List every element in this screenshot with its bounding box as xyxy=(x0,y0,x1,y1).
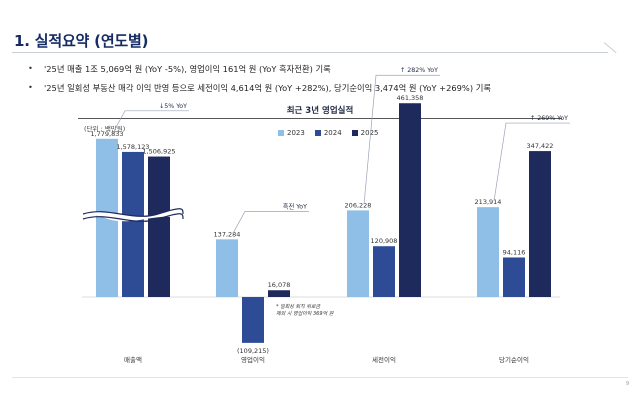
yoy-label-0: ↓5% YoY xyxy=(159,103,187,110)
yoy-callout-line-3 xyxy=(493,122,570,202)
summary-bullet-1: '25년 매출 1조 5,069억 원 (YoY -5%), 영업이익 161억… xyxy=(28,63,491,75)
data-label-2025-0: 1,506,925 xyxy=(142,148,175,156)
yoy-label-3: ↑ 269% YoY xyxy=(530,115,568,122)
yoy-callout-line-2 xyxy=(363,74,440,205)
bar-2024-0 xyxy=(122,151,144,297)
legend-item-2025: 2025 xyxy=(351,129,379,137)
chart-legend: 2023 2024 2025 xyxy=(278,129,378,137)
title-divider xyxy=(12,52,608,53)
legend-item-2024: 2024 xyxy=(314,129,342,137)
summary-bullet-2: '25년 일회성 부동산 매각 이익 반영 등으로 세전이익 4,614억 원 … xyxy=(28,82,491,94)
bar-2025-2 xyxy=(399,103,421,297)
data-label-2023-3: 213,914 xyxy=(475,198,502,206)
axis-break-line-top xyxy=(82,208,184,217)
legend-item-2023: 2023 xyxy=(278,129,305,137)
data-label-2023-0: 1,779,833 xyxy=(90,130,123,138)
yoy-label-2: ↑ 282% YoY xyxy=(400,67,438,74)
footnote-line-0: * 일회성 퇴직 위로금 xyxy=(276,303,320,310)
legend-label-2024: 2024 xyxy=(323,129,342,137)
data-label-2025-2: 461,358 xyxy=(397,94,424,102)
axis-break-line-bottom xyxy=(82,213,184,222)
footnote-line-1: 제외 시 영업이익 369억 원 xyxy=(276,310,334,317)
data-label-2025-3: 347,422 xyxy=(527,142,554,150)
category-label-2: 세전이익 xyxy=(372,355,396,364)
yoy-callout-line-1 xyxy=(232,210,309,234)
footer-divider xyxy=(12,377,628,378)
summary-bullets: '25년 매출 1조 5,069억 원 (YoY -5%), 영업이익 161억… xyxy=(28,63,491,101)
legend-swatch-2024 xyxy=(314,130,321,136)
chart-unit-label: (단위 : 백만원) xyxy=(84,125,126,133)
page-number: 9 xyxy=(625,381,629,387)
data-label-2024-3: 94,116 xyxy=(503,248,526,256)
bar-2025-3 xyxy=(529,151,551,297)
data-label-2023-1: 137,284 xyxy=(214,230,241,238)
legend-swatch-2025 xyxy=(351,130,358,136)
legend-label-2023: 2023 xyxy=(287,129,305,137)
yoy-callout-line-0 xyxy=(112,110,189,133)
data-label-2025-1: 16,078 xyxy=(268,281,291,289)
bar-2024-1 xyxy=(242,297,264,343)
bar-2024-3 xyxy=(503,257,525,297)
bar-2024-2 xyxy=(373,246,395,297)
page-title: 1. 실적요약 (연도별) xyxy=(14,32,149,50)
data-label-2023-2: 206,228 xyxy=(345,201,372,209)
category-label-1: 영업이익 xyxy=(241,355,265,364)
legend-swatch-2023 xyxy=(278,130,284,136)
axis-break-band xyxy=(83,208,183,222)
category-label-0: 매출액 xyxy=(124,355,142,364)
bar-2025-0 xyxy=(148,156,170,297)
bar-2023-2 xyxy=(347,210,369,297)
bar-2023-3 xyxy=(477,207,499,297)
data-label-2024-2: 120,908 xyxy=(371,237,398,245)
data-label-2024-0: 1,578,123 xyxy=(116,143,149,151)
chart-title: 최근 3년 영업실적 xyxy=(286,106,354,116)
data-label-2024-1: (109,215) xyxy=(237,347,269,355)
category-label-3: 당기순이익 xyxy=(499,355,529,364)
bar-2023-1 xyxy=(216,239,238,297)
legend-label-2025: 2025 xyxy=(360,129,379,137)
chart-title-divider xyxy=(78,118,562,119)
yoy-label-1: 흑전 YoY xyxy=(283,201,307,210)
bar-2025-1 xyxy=(268,290,290,297)
